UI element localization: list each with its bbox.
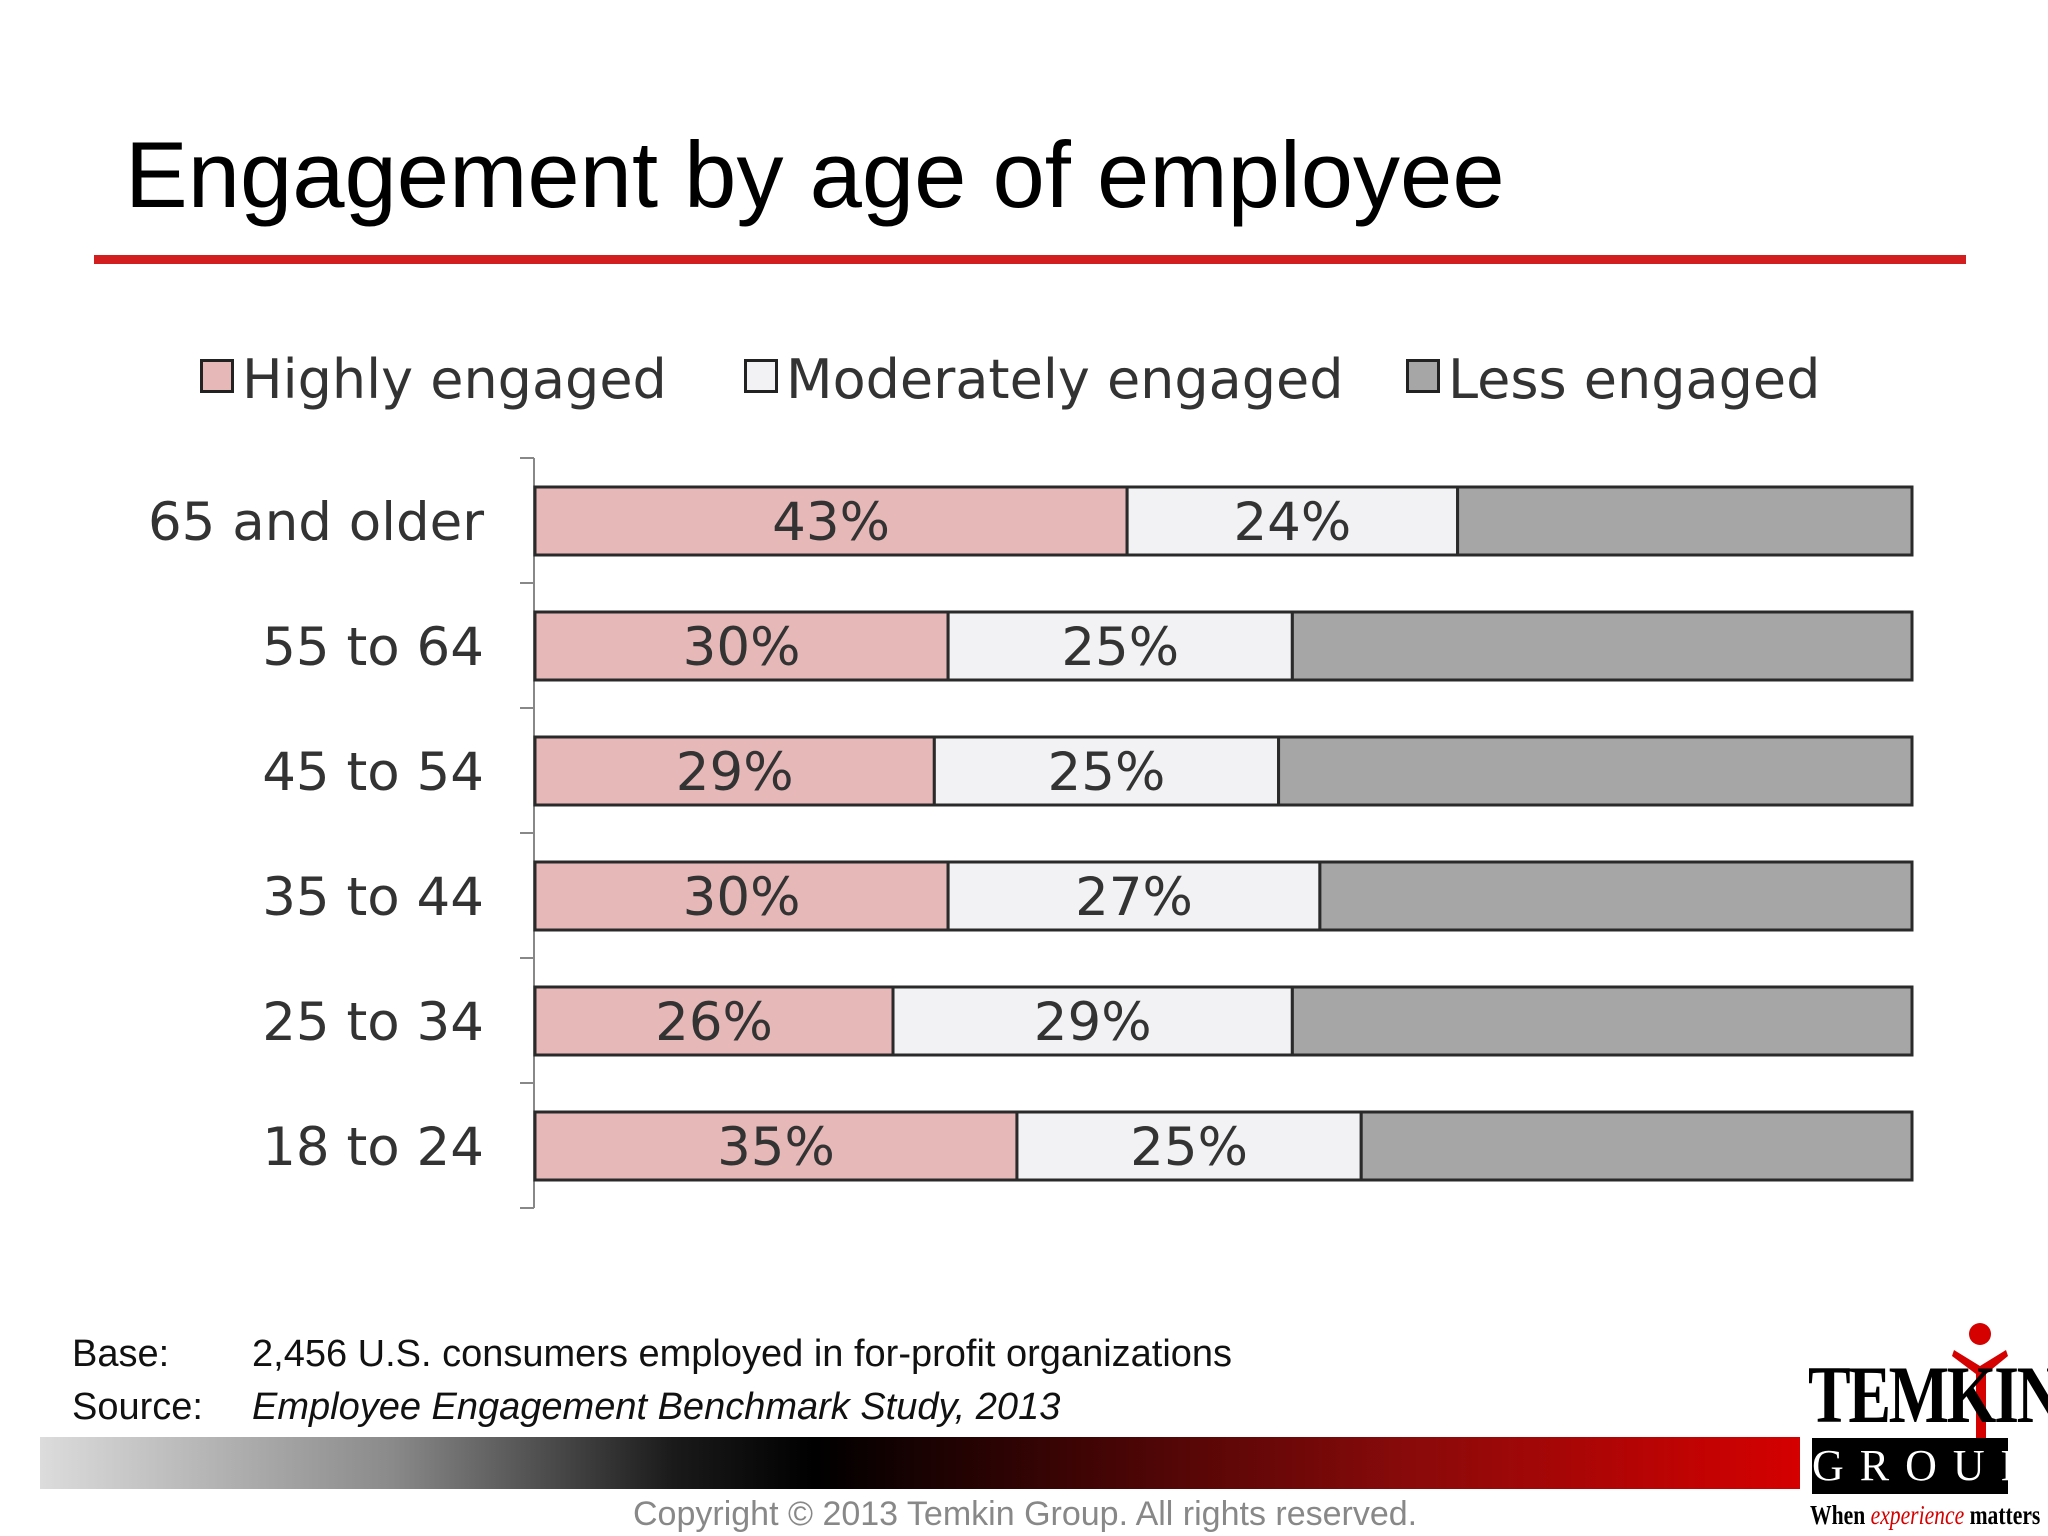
logo-tagline-end: matters xyxy=(1964,1500,2041,1530)
copyright-text: Copyright © 2013 Temkin Group. All right… xyxy=(633,1495,1418,1533)
temkin-group-logo: TEMKIN GROUP When experience matters xyxy=(1808,1320,2048,1536)
logo-group: GROUP xyxy=(1812,1438,2025,1494)
category-label-65-and-older: 65 and older xyxy=(148,492,484,553)
title-underline xyxy=(94,255,1966,264)
legend-swatch-highly-engaged xyxy=(200,359,234,393)
bar-moderately-engaged-65-and-older xyxy=(1125,485,1460,557)
logo-word: TEMKIN xyxy=(1808,1349,2048,1440)
base-note: Base: 2,456 U.S. consumers employed in fo… xyxy=(72,1328,1232,1381)
bar-moderately-engaged-35-to-44 xyxy=(946,860,1322,932)
legend-label-highly-engaged: Highly engaged xyxy=(242,348,667,411)
bar-highly-engaged-65-and-older xyxy=(533,485,1129,557)
logo-tagline-start: When xyxy=(1810,1500,1871,1530)
legend-label-moderately-engaged: Moderately engaged xyxy=(786,348,1344,411)
bar-less-engaged-35-to-44 xyxy=(1318,860,1914,932)
bar-highly-engaged-25-to-34 xyxy=(533,985,895,1057)
source-value: Employee Engagement Benchmark Study, 201… xyxy=(252,1386,1061,1428)
data-label-moderately-engaged-65-and-older: 24% xyxy=(1233,492,1351,553)
category-label-55-to-64: 55 to 64 xyxy=(262,617,484,678)
source-note: Source: Employee Engagement Benchmark Stu… xyxy=(72,1381,1232,1434)
base-label: Base: xyxy=(72,1333,170,1375)
data-label-moderately-engaged-55-to-64: 25% xyxy=(1061,617,1179,678)
data-label-moderately-engaged-45-to-54: 25% xyxy=(1048,742,1166,803)
data-label-highly-engaged-45-to-54: 29% xyxy=(676,742,794,803)
legend-item-moderately-engaged: Moderately engaged xyxy=(744,345,1344,415)
legend-label-less-engaged: Less engaged xyxy=(1448,348,1821,411)
data-label-highly-engaged-35-to-44: 30% xyxy=(683,867,801,928)
footer-gradient-bar xyxy=(40,1437,1800,1489)
bar-highly-engaged-18-to-24 xyxy=(533,1110,1019,1182)
category-label-25-to-34: 25 to 34 xyxy=(262,992,484,1053)
logo-person-icon xyxy=(1952,1323,2008,1438)
legend-swatch-less-engaged xyxy=(1406,359,1440,393)
logo-tagline: When experience matters xyxy=(1810,1500,2040,1531)
chart-notes: Base: 2,456 U.S. consumers employed in fo… xyxy=(72,1328,1232,1434)
chart-legend: Highly engaged Moderately engaged Less e… xyxy=(200,345,1900,415)
bar-less-engaged-55-to-64 xyxy=(1290,610,1914,682)
data-label-moderately-engaged-18-to-24: 25% xyxy=(1130,1117,1248,1178)
bar-highly-engaged-35-to-44 xyxy=(533,860,950,932)
bar-moderately-engaged-45-to-54 xyxy=(932,735,1281,807)
bar-moderately-engaged-18-to-24 xyxy=(1015,1110,1363,1182)
source-label: Source: xyxy=(72,1386,203,1428)
base-value: 2,456 U.S. consumers employed in for-pro… xyxy=(252,1333,1233,1375)
data-label-highly-engaged-55-to-64: 30% xyxy=(683,617,801,678)
data-label-moderately-engaged-25-to-34: 29% xyxy=(1034,992,1152,1053)
logo-tagline-accent: experience xyxy=(1870,1500,1965,1530)
legend-item-highly-engaged: Highly engaged xyxy=(200,345,667,415)
data-label-highly-engaged-18-to-24: 35% xyxy=(717,1117,835,1178)
page-title: Engagement by age of employee xyxy=(125,122,1505,227)
data-label-moderately-engaged-35-to-44: 27% xyxy=(1075,867,1193,928)
category-label-45-to-54: 45 to 54 xyxy=(262,742,484,803)
bar-less-engaged-65-and-older xyxy=(1456,485,1914,557)
bar-less-engaged-25-to-34 xyxy=(1290,985,1914,1057)
data-label-highly-engaged-25-to-34: 26% xyxy=(655,992,773,1053)
category-label-35-to-44: 35 to 44 xyxy=(262,867,484,928)
data-label-highly-engaged-65-and-older: 43% xyxy=(772,492,890,553)
bar-less-engaged-18-to-24 xyxy=(1359,1110,1914,1182)
stacked-bar-chart: 65 and older 43% 24% 55 to 64 30% 25% 45 to 54… xyxy=(148,457,1914,1209)
legend-swatch-moderately-engaged xyxy=(744,359,778,393)
legend-item-less-engaged: Less engaged xyxy=(1406,345,1820,415)
category-label-18-to-24: 18 to 24 xyxy=(262,1117,484,1178)
bar-less-engaged-45-to-54 xyxy=(1277,735,1914,807)
